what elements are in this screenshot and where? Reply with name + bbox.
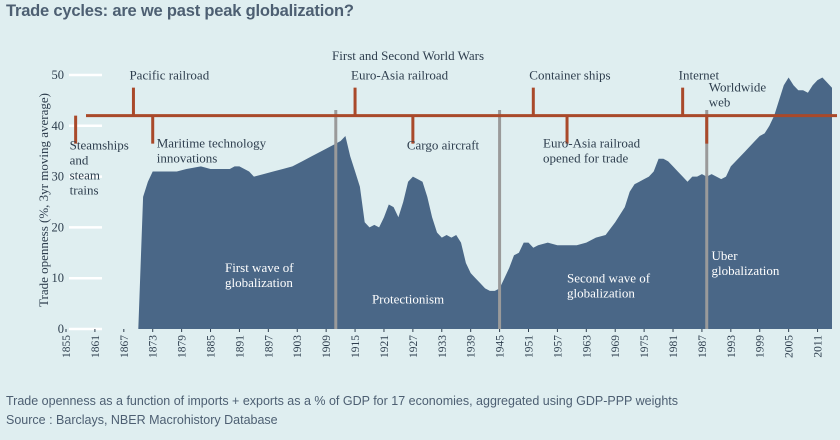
- x-tick-label: 1975: [639, 335, 651, 358]
- x-tick-label: 1987: [697, 335, 709, 358]
- x-tick-label: 1927: [408, 335, 420, 358]
- chart-annotation: Protectionism: [372, 292, 444, 307]
- x-tick-label: 1903: [292, 335, 304, 358]
- footnote: Trade openness as a function of imports …: [6, 394, 679, 408]
- timeline-event-label: Internet: [679, 68, 720, 83]
- source-note: Source : Barclays, NBER Macrohistory Dat…: [6, 413, 278, 427]
- x-tick-label: 1981: [668, 335, 680, 358]
- area-layer: [138, 77, 833, 329]
- x-tick-label: 1939: [466, 335, 478, 358]
- timeline-event-label: Pacific railroad: [129, 68, 209, 83]
- chart-annotation: Uber globalization: [712, 248, 780, 278]
- x-tick-label: 1921: [379, 335, 391, 358]
- timeline-event-label: Euro-Asia railroad opened for trade: [543, 136, 641, 166]
- x-tick-label: 1993: [726, 335, 738, 358]
- y-axis-title-group: Trade openness (%, 3yr moving average): [36, 93, 51, 307]
- y-tick-label: 10: [52, 271, 65, 285]
- y-tick-label: 40: [52, 119, 65, 133]
- innovation-timeline: Steamships and steam trains Pacific railroad…: [70, 68, 837, 198]
- trade-openness-chart: Trade openness (%, 3yr moving average) 0…: [36, 48, 837, 358]
- x-tick-label: 1963: [581, 335, 593, 358]
- timeline-event-label: Worldwide web: [709, 80, 767, 110]
- x-tick-label: 1915: [350, 335, 362, 358]
- x-tick-label: 1957: [552, 335, 564, 358]
- x-tick-label: 1885: [206, 335, 218, 358]
- trade-openness-area: [138, 77, 833, 329]
- x-tick-label: 1999: [755, 335, 767, 358]
- x-tick-label: 1855: [61, 335, 73, 358]
- y-tick-label: 50: [52, 68, 65, 82]
- x-tick-label: 1909: [321, 335, 333, 358]
- chart-annotation: First and Second World Wars: [332, 48, 484, 63]
- x-tick-label: 1897: [263, 335, 275, 358]
- period-dividers: [334, 110, 709, 329]
- annotation-labels: First and Second World Wars First wave of…: [225, 48, 780, 307]
- timeline-event-label: Container ships: [529, 68, 610, 83]
- x-tick-label: 1861: [90, 335, 102, 358]
- x-tick-label: 1879: [177, 335, 189, 358]
- y-axis-label: Trade openness (%, 3yr moving average): [36, 93, 51, 307]
- x-tick-label: 1969: [610, 335, 622, 358]
- timeline-event-label: Cargo aircraft: [407, 138, 480, 153]
- chart-title: Trade cycles: are we past peak globaliza…: [6, 2, 354, 20]
- x-tick-label: 1951: [524, 335, 536, 358]
- chart-annotation: Second wave of globalization: [567, 270, 651, 300]
- x-tick-label: 2005: [784, 335, 796, 358]
- x-tick-label: 1933: [437, 335, 449, 358]
- x-tick-label: 1891: [234, 335, 246, 358]
- y-tick-label: 20: [52, 220, 65, 234]
- timeline-event-label: Maritime technology innovations: [157, 136, 267, 166]
- x-tick-label: 2011: [813, 335, 825, 358]
- timeline-event-label: Euro-Asia railroad: [351, 68, 449, 83]
- x-tick-label: 1945: [495, 335, 507, 358]
- y-axis-ticks: 0 10 20 30 40 50: [52, 68, 102, 336]
- x-tick-label: 1873: [148, 335, 160, 358]
- x-axis-ticks: 1855 1861 1867 1873 1879 1885 1891 1897 1903 1909…: [61, 329, 825, 358]
- y-tick-label: 0: [58, 322, 64, 336]
- x-tick-label: 1867: [119, 335, 131, 358]
- y-tick-label: 30: [52, 170, 65, 184]
- chart-annotation: First wave of globalization: [225, 260, 294, 290]
- timeline-event-label: Steamships and steam trains: [70, 138, 129, 198]
